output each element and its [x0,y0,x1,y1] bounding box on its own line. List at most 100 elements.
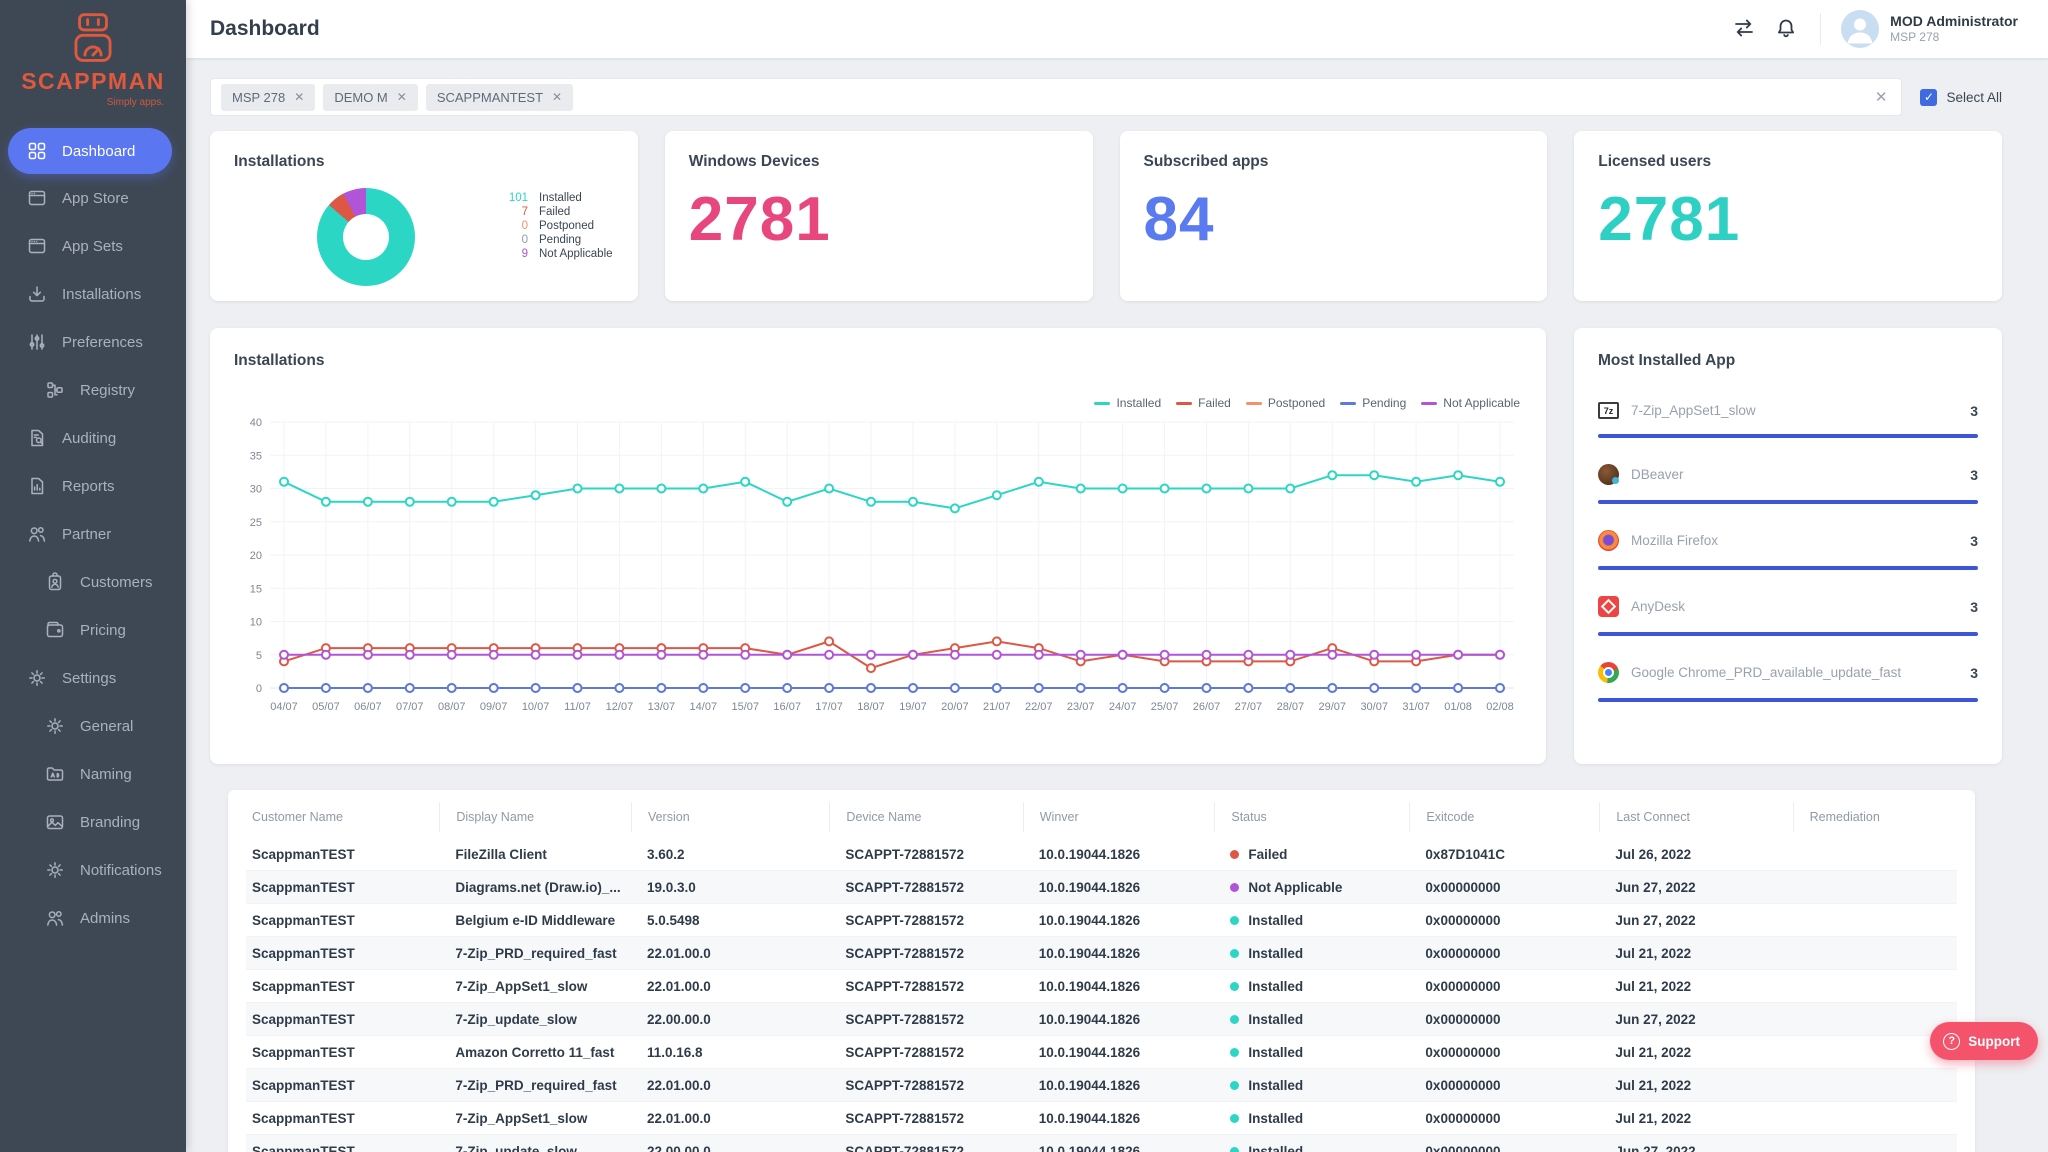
svg-text:09/07: 09/07 [480,701,508,713]
table-cell: SCAPPT-72881572 [845,1044,964,1060]
table-cell: 0x00000000 [1425,879,1501,895]
sidebar-item-admins[interactable]: Admins [0,894,186,942]
most-installed-item-mozilla-firefox[interactable]: Mozilla Firefox 3 [1598,530,1978,570]
most-installed-item-dbeaver[interactable]: DBeaver 3 [1598,464,1978,504]
column-header-winver[interactable]: Winver [1022,802,1215,832]
status-badge: Installed [1214,1078,1409,1093]
svg-text:23/07: 23/07 [1067,701,1095,713]
clear-filter-icon[interactable]: ✕ [1874,89,1888,106]
legend-item-not-applicable[interactable]: Not Applicable [1421,396,1520,410]
svg-text:40: 40 [250,417,262,429]
table-row[interactable]: ScappmanTEST Belgium e-ID Middleware 5.0.5… [246,904,1957,937]
app-row: 7z 7-Zip_AppSet1_slow 3 [1598,402,1978,419]
sidebar-item-general[interactable]: General [0,702,186,750]
table-cell: SCAPPT-72881572 [845,1110,964,1126]
status-label: Installed [1248,978,1304,994]
most-installed-item-google-chrome-prd-available-update-fast[interactable]: Google Chrome_PRD_available_update_fast 3 [1598,662,1978,702]
chip-remove-icon[interactable]: ✕ [552,90,563,104]
table-row[interactable]: ScappmanTEST 7-Zip_PRD_required_fast 22.01… [246,1069,1957,1102]
dbeaver-icon [1598,464,1619,485]
most-installed-card: Most Installed App 7z 7-Zip_AppSet1_slow 3… [1574,328,2002,764]
sidebar-item-settings[interactable]: Settings [0,654,186,702]
donut-legend-label: Not Applicable [539,248,613,260]
column-header-exitcode[interactable]: Exitcode [1409,802,1599,832]
table-row[interactable]: ScappmanTEST Diagrams.net (Draw.io)_... 19… [246,871,1957,904]
column-header-customer-name[interactable]: Customer Name [252,810,343,824]
table-row[interactable]: ScappmanTEST 7-Zip_AppSet1_slow 22.01.00.0… [246,970,1957,1003]
app-row: Google Chrome_PRD_available_update_fast 3 [1598,662,1978,683]
column-header-device-name[interactable]: Device Name [829,802,1022,832]
table-row[interactable]: ScappmanTEST 7-Zip_PRD_required_fast 22.01… [246,937,1957,970]
sidebar-item-installations[interactable]: Installations [0,270,186,318]
sidebar-item-auditing[interactable]: Auditing [0,414,186,462]
logo[interactable]: SCAPPMAN Simply apps. [0,0,186,124]
sidebar-item-naming[interactable]: Naming [0,750,186,798]
svg-text:17/07: 17/07 [815,701,843,713]
sidebar-item-registry[interactable]: Registry [0,366,186,414]
svg-text:15/07: 15/07 [731,701,759,713]
table-cell: 7-Zip_PRD_required_fast [455,945,617,961]
sidebar-item-pricing[interactable]: Pricing [0,606,186,654]
most-installed-item-anydesk[interactable]: AnyDesk 3 [1598,596,1978,636]
column-header-version[interactable]: Version [630,802,829,832]
table-row[interactable]: ScappmanTEST 7-Zip_update_slow 22.00.00.0 S… [246,1003,1957,1036]
svg-text:5: 5 [256,650,262,662]
sidebar-item-app-store[interactable]: App Store [0,174,186,222]
most-installed-list: 7z 7-Zip_AppSet1_slow 3 DBeaver 3 Mozilla Fir… [1598,402,1978,702]
legend-dash [1094,401,1111,405]
table-row[interactable]: ScappmanTEST Amazon Corretto 11_fast 11.0.… [246,1036,1957,1069]
status-dot-icon [1230,1146,1240,1152]
filter-chip-msp-278[interactable]: MSP 278 ✕ [221,83,316,111]
sidebar-item-partner[interactable]: Partner [0,510,186,558]
subscribed-apps-card: Subscribed apps 84 [1119,131,1548,301]
chip-label: SCAPPMANTEST [436,89,544,105]
legend-label: Postponed [1267,396,1326,410]
legend-item-pending[interactable]: Pending [1340,396,1406,410]
sidebar-item-dashboard[interactable]: Dashboard [8,128,172,174]
select-all-checkbox[interactable]: ✓ [1920,88,1938,106]
table-row[interactable]: ScappmanTEST FileZilla Client 3.60.2 SCAPPT… [246,838,1957,871]
table-cell: Jul 21, 2022 [1615,1110,1692,1126]
customer-filter-input[interactable]: MSP 278 ✕ DEMO M ✕ SCAPPMANTEST ✕ ✕ [210,78,1903,116]
column-header-last-connect[interactable]: Last Connect [1599,802,1792,832]
sidebar-item-reports[interactable]: Reports [0,462,186,510]
table-cell: 10.0.19044.1826 [1038,945,1141,961]
svg-text:14/07: 14/07 [690,701,718,713]
sidebar-item-preferences[interactable]: Preferences [0,318,186,366]
legend-item-failed[interactable]: Failed [1176,396,1231,410]
app-store-icon [27,188,47,208]
most-installed-item-7-zip-appset1-slow[interactable]: 7z 7-Zip_AppSet1_slow 3 [1598,402,1978,438]
table-cell: 0x00000000 [1425,1143,1501,1152]
column-header-display-name[interactable]: Display Name [439,802,631,832]
sidebar-item-notifications[interactable]: Notifications [0,846,186,894]
svg-text:07/07: 07/07 [396,701,424,713]
chip-remove-icon[interactable]: ✕ [396,90,407,104]
sidebar-nav: Dashboard App Store App Sets Installations P… [0,128,186,942]
table-cell: Jul 21, 2022 [1615,978,1692,994]
column-header-remediation[interactable]: Remediation [1792,802,1957,832]
table-cell: 0x00000000 [1425,912,1501,928]
column-header-status[interactable]: Status [1214,802,1409,832]
table-cell: 10.0.19044.1826 [1038,846,1141,862]
legend-dash [1340,401,1357,405]
table-row[interactable]: ScappmanTEST 7-Zip_AppSet1_slow 22.01.00.0… [246,1102,1957,1135]
avatar [1841,10,1880,48]
filter-chip-demo-m[interactable]: DEMO M ✕ [323,83,418,111]
sidebar-item-branding[interactable]: Branding [0,798,186,846]
filter-chip-scappmantest[interactable]: SCAPPMANTEST ✕ [425,83,574,111]
switch-account-icon[interactable] [1732,16,1758,42]
legend-item-installed[interactable]: Installed [1094,396,1161,410]
most-installed-title: Most Installed App [1598,352,1736,369]
chip-remove-icon[interactable]: ✕ [294,90,305,104]
table-row[interactable]: ScappmanTEST 7-Zip_update_slow 22.00.00.0 S… [246,1135,1957,1152]
user-menu[interactable]: MOD Administrator MSP 278 [1841,10,2018,48]
notifications-bell-icon[interactable] [1774,16,1800,42]
firefox-icon [1598,530,1619,551]
support-button[interactable]: ? Support [1930,1022,2038,1060]
sidebar-item-customers[interactable]: Customers [0,558,186,606]
support-label: Support [1968,1033,2020,1049]
table-cell: Jul 21, 2022 [1615,1077,1692,1093]
legend-item-postponed[interactable]: Postponed [1245,396,1326,410]
sidebar-item-app-sets[interactable]: App Sets [0,222,186,270]
card-title: Windows Devices [688,153,820,170]
